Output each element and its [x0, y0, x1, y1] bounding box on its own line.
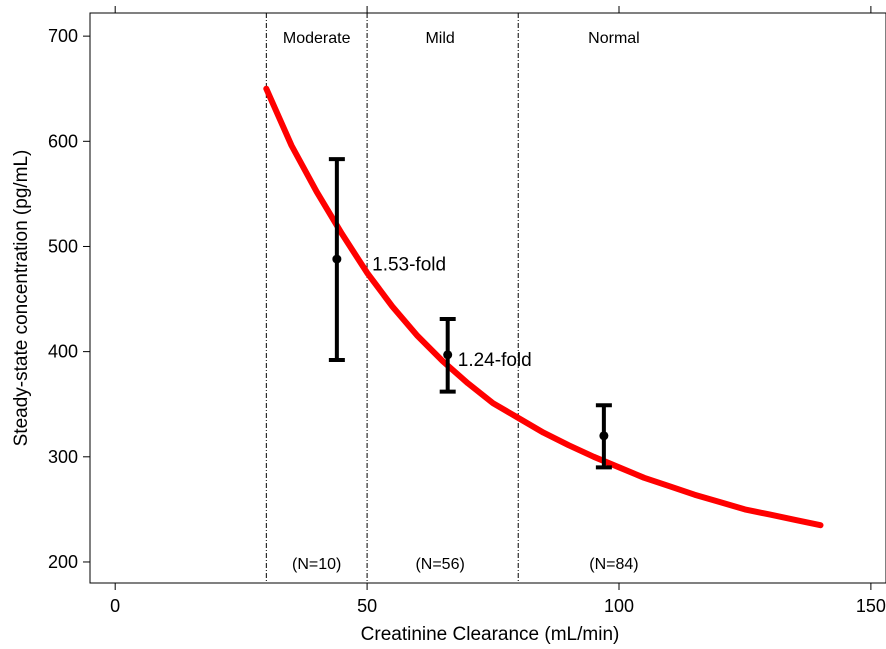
x-axis-ticks: 0 50 100 150 — [110, 6, 886, 616]
y-axis-ticks: 200 300 400 500 600 700 — [48, 26, 90, 572]
y-tick-label: 400 — [48, 342, 78, 362]
error-bar-mean-point — [443, 350, 453, 360]
region-count: (N=56) — [415, 556, 464, 573]
error-bar-mean-point — [599, 431, 609, 441]
fold-annotation: 1.24-fold — [458, 350, 532, 371]
x-tick-label: 100 — [604, 596, 634, 616]
region-label: Normal — [588, 30, 640, 47]
x-axis-title: Creatinine Clearance (mL/min) — [361, 624, 620, 645]
region-label: Mild — [425, 30, 454, 47]
y-tick-label: 600 — [48, 131, 78, 151]
y-tick-label: 200 — [48, 552, 78, 572]
y-tick-label: 700 — [48, 26, 78, 46]
x-tick-label: 50 — [357, 596, 377, 616]
region-label: Moderate — [283, 30, 351, 47]
region-dividers — [265, 13, 519, 583]
x-tick-label: 0 — [110, 596, 120, 616]
error-bar-mean-point — [332, 254, 342, 264]
y-tick-label: 300 — [48, 447, 78, 467]
plot-frame — [89, 12, 886, 584]
region-count: (N=10) — [292, 556, 341, 573]
concentration-curve — [263, 85, 824, 529]
y-tick-label: 500 — [48, 236, 78, 256]
x-tick-label: 150 — [856, 596, 886, 616]
region-labels: Moderate (N=10) Mild (N=56) Normal (N=84) — [283, 30, 640, 573]
y-axis-title: Steady-state concentration (pg/mL) — [11, 150, 32, 447]
curve-layer — [263, 85, 824, 529]
region-count: (N=84) — [589, 556, 638, 573]
fold-annotation: 1.53-fold — [372, 254, 446, 275]
annotations: 1.53-fold 1.24-fold — [372, 254, 532, 371]
error-bars — [328, 157, 612, 470]
